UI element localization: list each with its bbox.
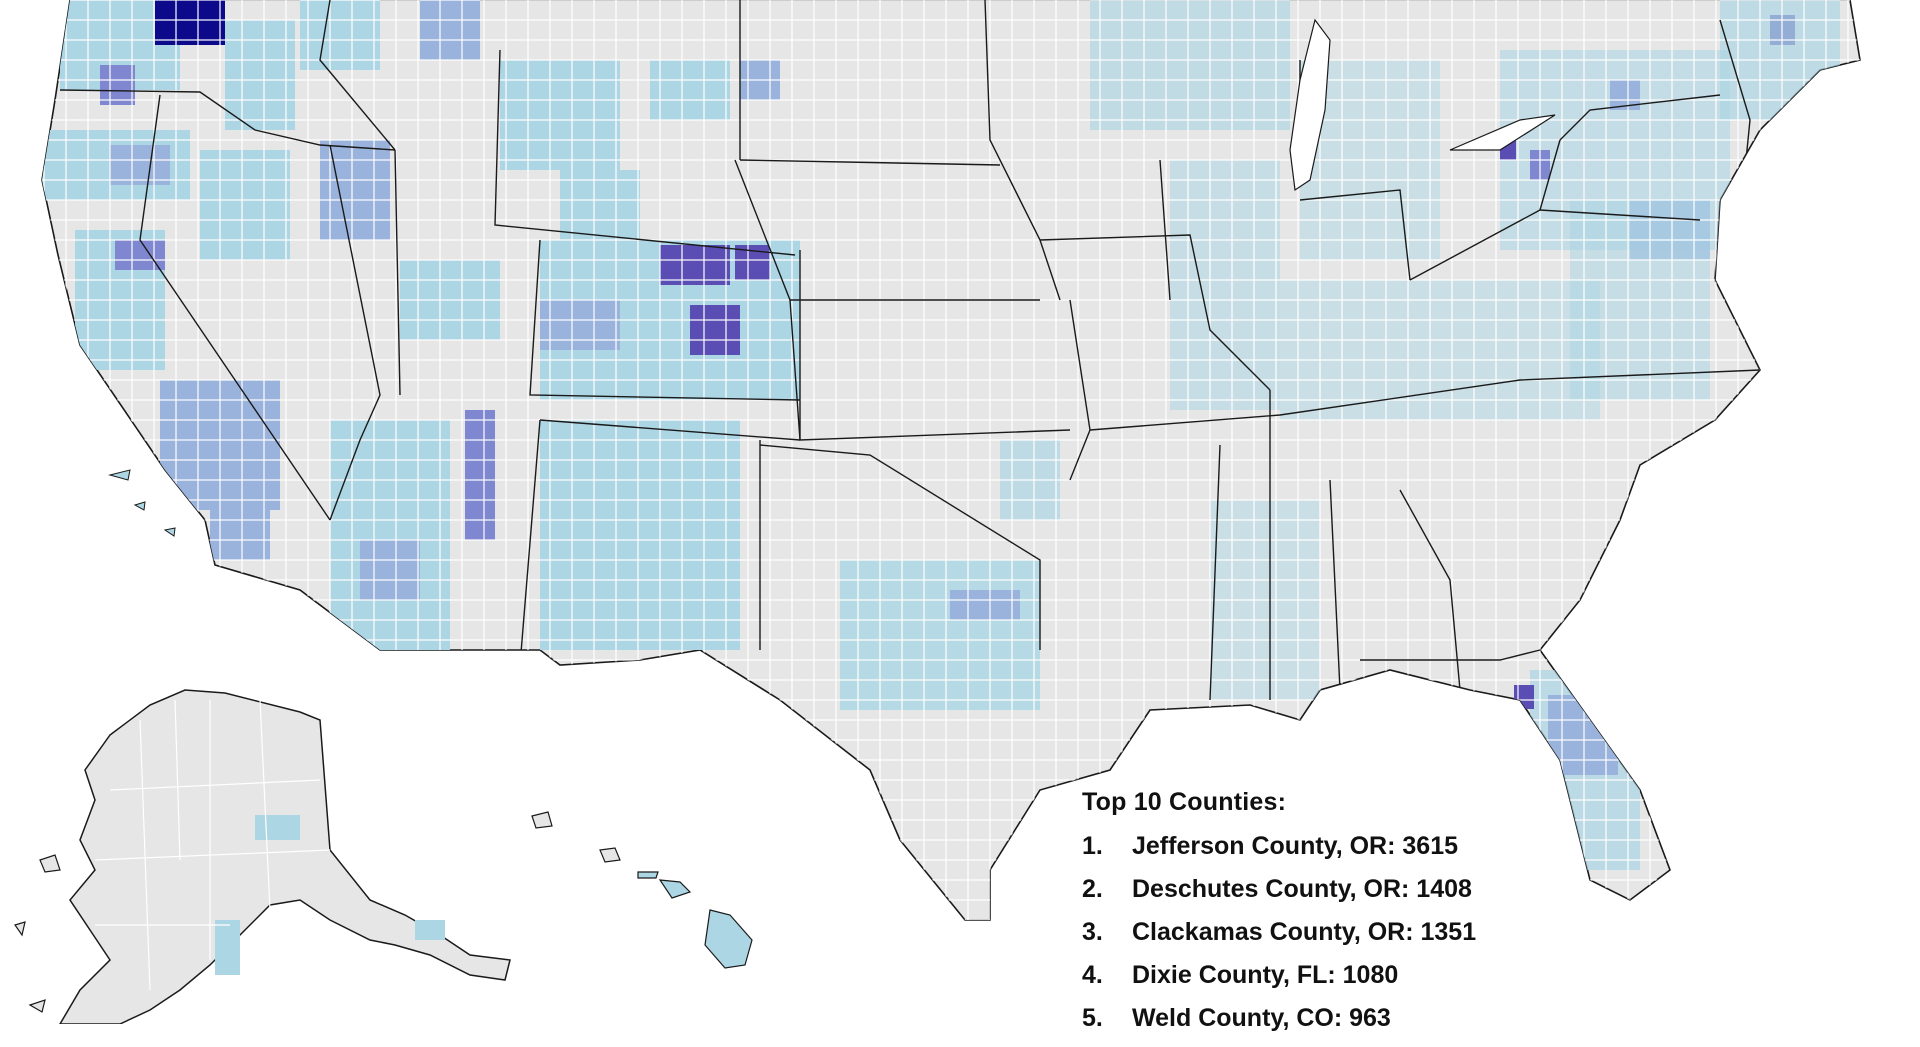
county-fill (415, 920, 445, 940)
county-fill (215, 920, 240, 975)
legend-rank: 1. (1082, 832, 1103, 860)
legend-item: 4. Dixie County, FL: 1080 (1082, 961, 1476, 1004)
legend-item: 5. Weld County, CO: 963 (1082, 1004, 1476, 1047)
alaska (14, 689, 511, 1024)
alaska-borough-lines (94, 699, 331, 991)
hawaii-island (704, 909, 753, 969)
legend-rank: 4. (1082, 961, 1103, 989)
lake-michigan (1289, 18, 1331, 192)
legend-county: Clackamas County, OR: 1351 (1132, 918, 1477, 946)
legend-county: Dixie County, FL: 1080 (1132, 961, 1399, 989)
legend-county: Deschutes County, OR: 1408 (1132, 875, 1472, 903)
legend-county: Weld County, CO: 963 (1132, 1004, 1391, 1032)
oahu-island (599, 847, 621, 863)
legend-title: Top 10 Counties: (1082, 788, 1287, 816)
legend-rank: 5. (1082, 1004, 1103, 1032)
aleutian-islands (14, 854, 61, 1013)
lake-erie (1449, 114, 1556, 151)
us-county-choropleth-map (14, 0, 1861, 1024)
maui-island (658, 879, 692, 899)
legend-item: 3. Clackamas County, OR: 1351 (1082, 918, 1476, 961)
channel-islands (108, 469, 176, 537)
molokai-island (637, 871, 659, 879)
legend-item: 1. Jefferson County, OR: 3615 (1082, 832, 1476, 875)
legend-rank: 3. (1082, 918, 1103, 946)
legend-county: Jefferson County, OR: 3615 (1132, 832, 1459, 860)
legend-item: 2. Deschutes County, OR: 1408 (1082, 875, 1476, 918)
county-fill (255, 815, 300, 840)
legend-rank: 2. (1082, 875, 1103, 903)
great-lakes (1289, 18, 1556, 192)
kauai-island (531, 811, 553, 829)
legend-list: 1. Jefferson County, OR: 3615 2. Deschut… (1082, 832, 1476, 1047)
alaska-landmass (59, 689, 511, 1024)
hawaii (531, 811, 753, 969)
top-counties-legend: Top 10 Counties: 1. Jefferson County, OR… (1082, 788, 1602, 1032)
